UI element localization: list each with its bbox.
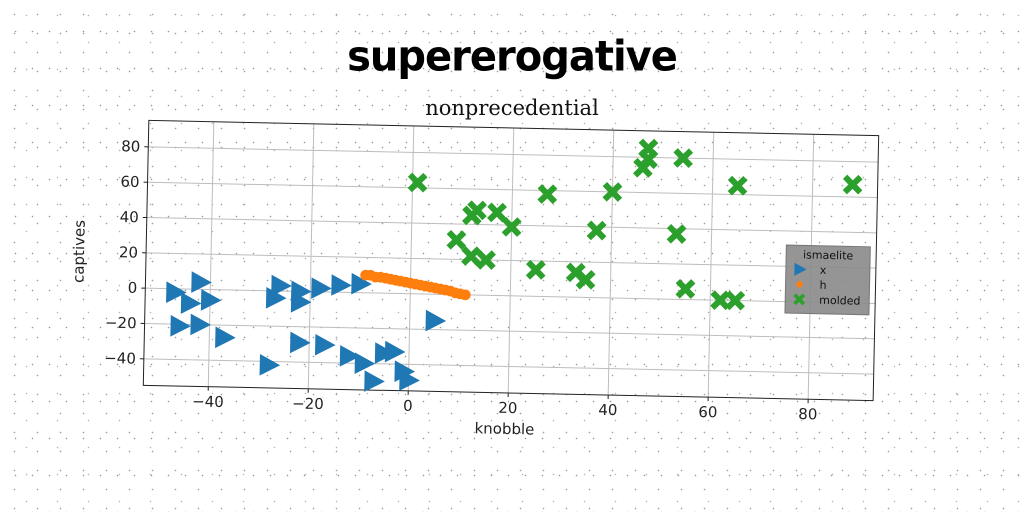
data-point — [675, 278, 696, 299]
data-point — [289, 331, 311, 354]
series-molded — [407, 138, 863, 311]
data-point — [467, 200, 487, 221]
data-point — [525, 259, 546, 280]
legend-marker — [793, 293, 806, 306]
data-point — [476, 250, 496, 270]
data-point — [461, 246, 482, 267]
x-tick-label: 80 — [798, 405, 817, 423]
data-point — [354, 352, 376, 375]
data-point — [191, 271, 212, 293]
x-tick-label: 40 — [598, 401, 617, 419]
data-point — [364, 370, 385, 392]
data-point — [425, 309, 447, 332]
data-point — [459, 289, 471, 301]
x-axis-label: knobble — [474, 419, 534, 438]
data-point — [487, 202, 507, 223]
chart-subtitle: nonprecedential — [425, 96, 599, 120]
y-axis-label: captives — [69, 220, 88, 283]
y-tick-label: −20 — [105, 314, 137, 333]
data-point — [190, 313, 211, 336]
data-point — [290, 291, 312, 313]
legend-box — [784, 244, 871, 316]
data-point — [331, 274, 352, 296]
data-point — [351, 272, 372, 295]
data-point — [638, 149, 659, 170]
legend-label: h — [819, 279, 826, 292]
x-tick-label: 20 — [498, 399, 517, 417]
chart-title: supererogative — [347, 32, 678, 82]
data-point — [407, 172, 428, 193]
data-point — [537, 184, 558, 205]
data-point — [725, 290, 746, 311]
data-point — [271, 274, 292, 297]
y-gridline — [146, 252, 876, 269]
data-point — [215, 326, 236, 349]
y-tick-label: 80 — [121, 137, 140, 155]
legend-label: x — [820, 264, 827, 277]
data-point — [575, 269, 596, 290]
data-point — [339, 345, 361, 367]
data-point — [200, 289, 222, 311]
legend-label: molded — [819, 294, 860, 308]
series-h — [360, 269, 471, 301]
data-point — [259, 353, 281, 376]
data-point — [314, 333, 336, 356]
legend-marker — [794, 262, 807, 276]
series-x — [166, 271, 447, 392]
data-point — [666, 223, 687, 244]
x-tick-label: −20 — [292, 394, 324, 413]
data-point — [399, 369, 420, 391]
x-tick-label: 0 — [403, 397, 413, 415]
data-point — [602, 181, 623, 202]
y-tick-label: 0 — [128, 279, 138, 297]
y-tick-label: 20 — [119, 243, 138, 261]
legend-title: ismaelite — [803, 248, 854, 262]
legend: ismaelite xh molded — [784, 244, 871, 316]
plot-group: −40 −20 0 20 40 60 80 −40 −20 0 20 40 60 80 knobble cap… — [69, 119, 880, 439]
data-point — [586, 220, 607, 241]
data-point — [673, 148, 694, 169]
y-tick-label: −40 — [104, 349, 136, 368]
data-point — [311, 277, 332, 299]
data-point — [384, 340, 406, 363]
data-point — [842, 174, 863, 195]
y-gridline — [148, 146, 879, 163]
data-point — [727, 175, 748, 196]
data-point — [710, 290, 731, 311]
data-point — [501, 216, 522, 237]
data-point — [166, 281, 187, 303]
x-tick-label: −40 — [192, 392, 224, 411]
data-point — [180, 292, 202, 314]
data-point — [265, 286, 287, 309]
data-point — [170, 315, 191, 337]
y-gridline — [144, 323, 875, 340]
y-gridline — [147, 181, 878, 198]
legend-marker — [796, 281, 803, 288]
x-tick-label: 60 — [698, 403, 717, 421]
y-tick-label: 40 — [120, 208, 139, 226]
y-tick-label: 60 — [120, 173, 139, 191]
data-point — [446, 229, 467, 250]
